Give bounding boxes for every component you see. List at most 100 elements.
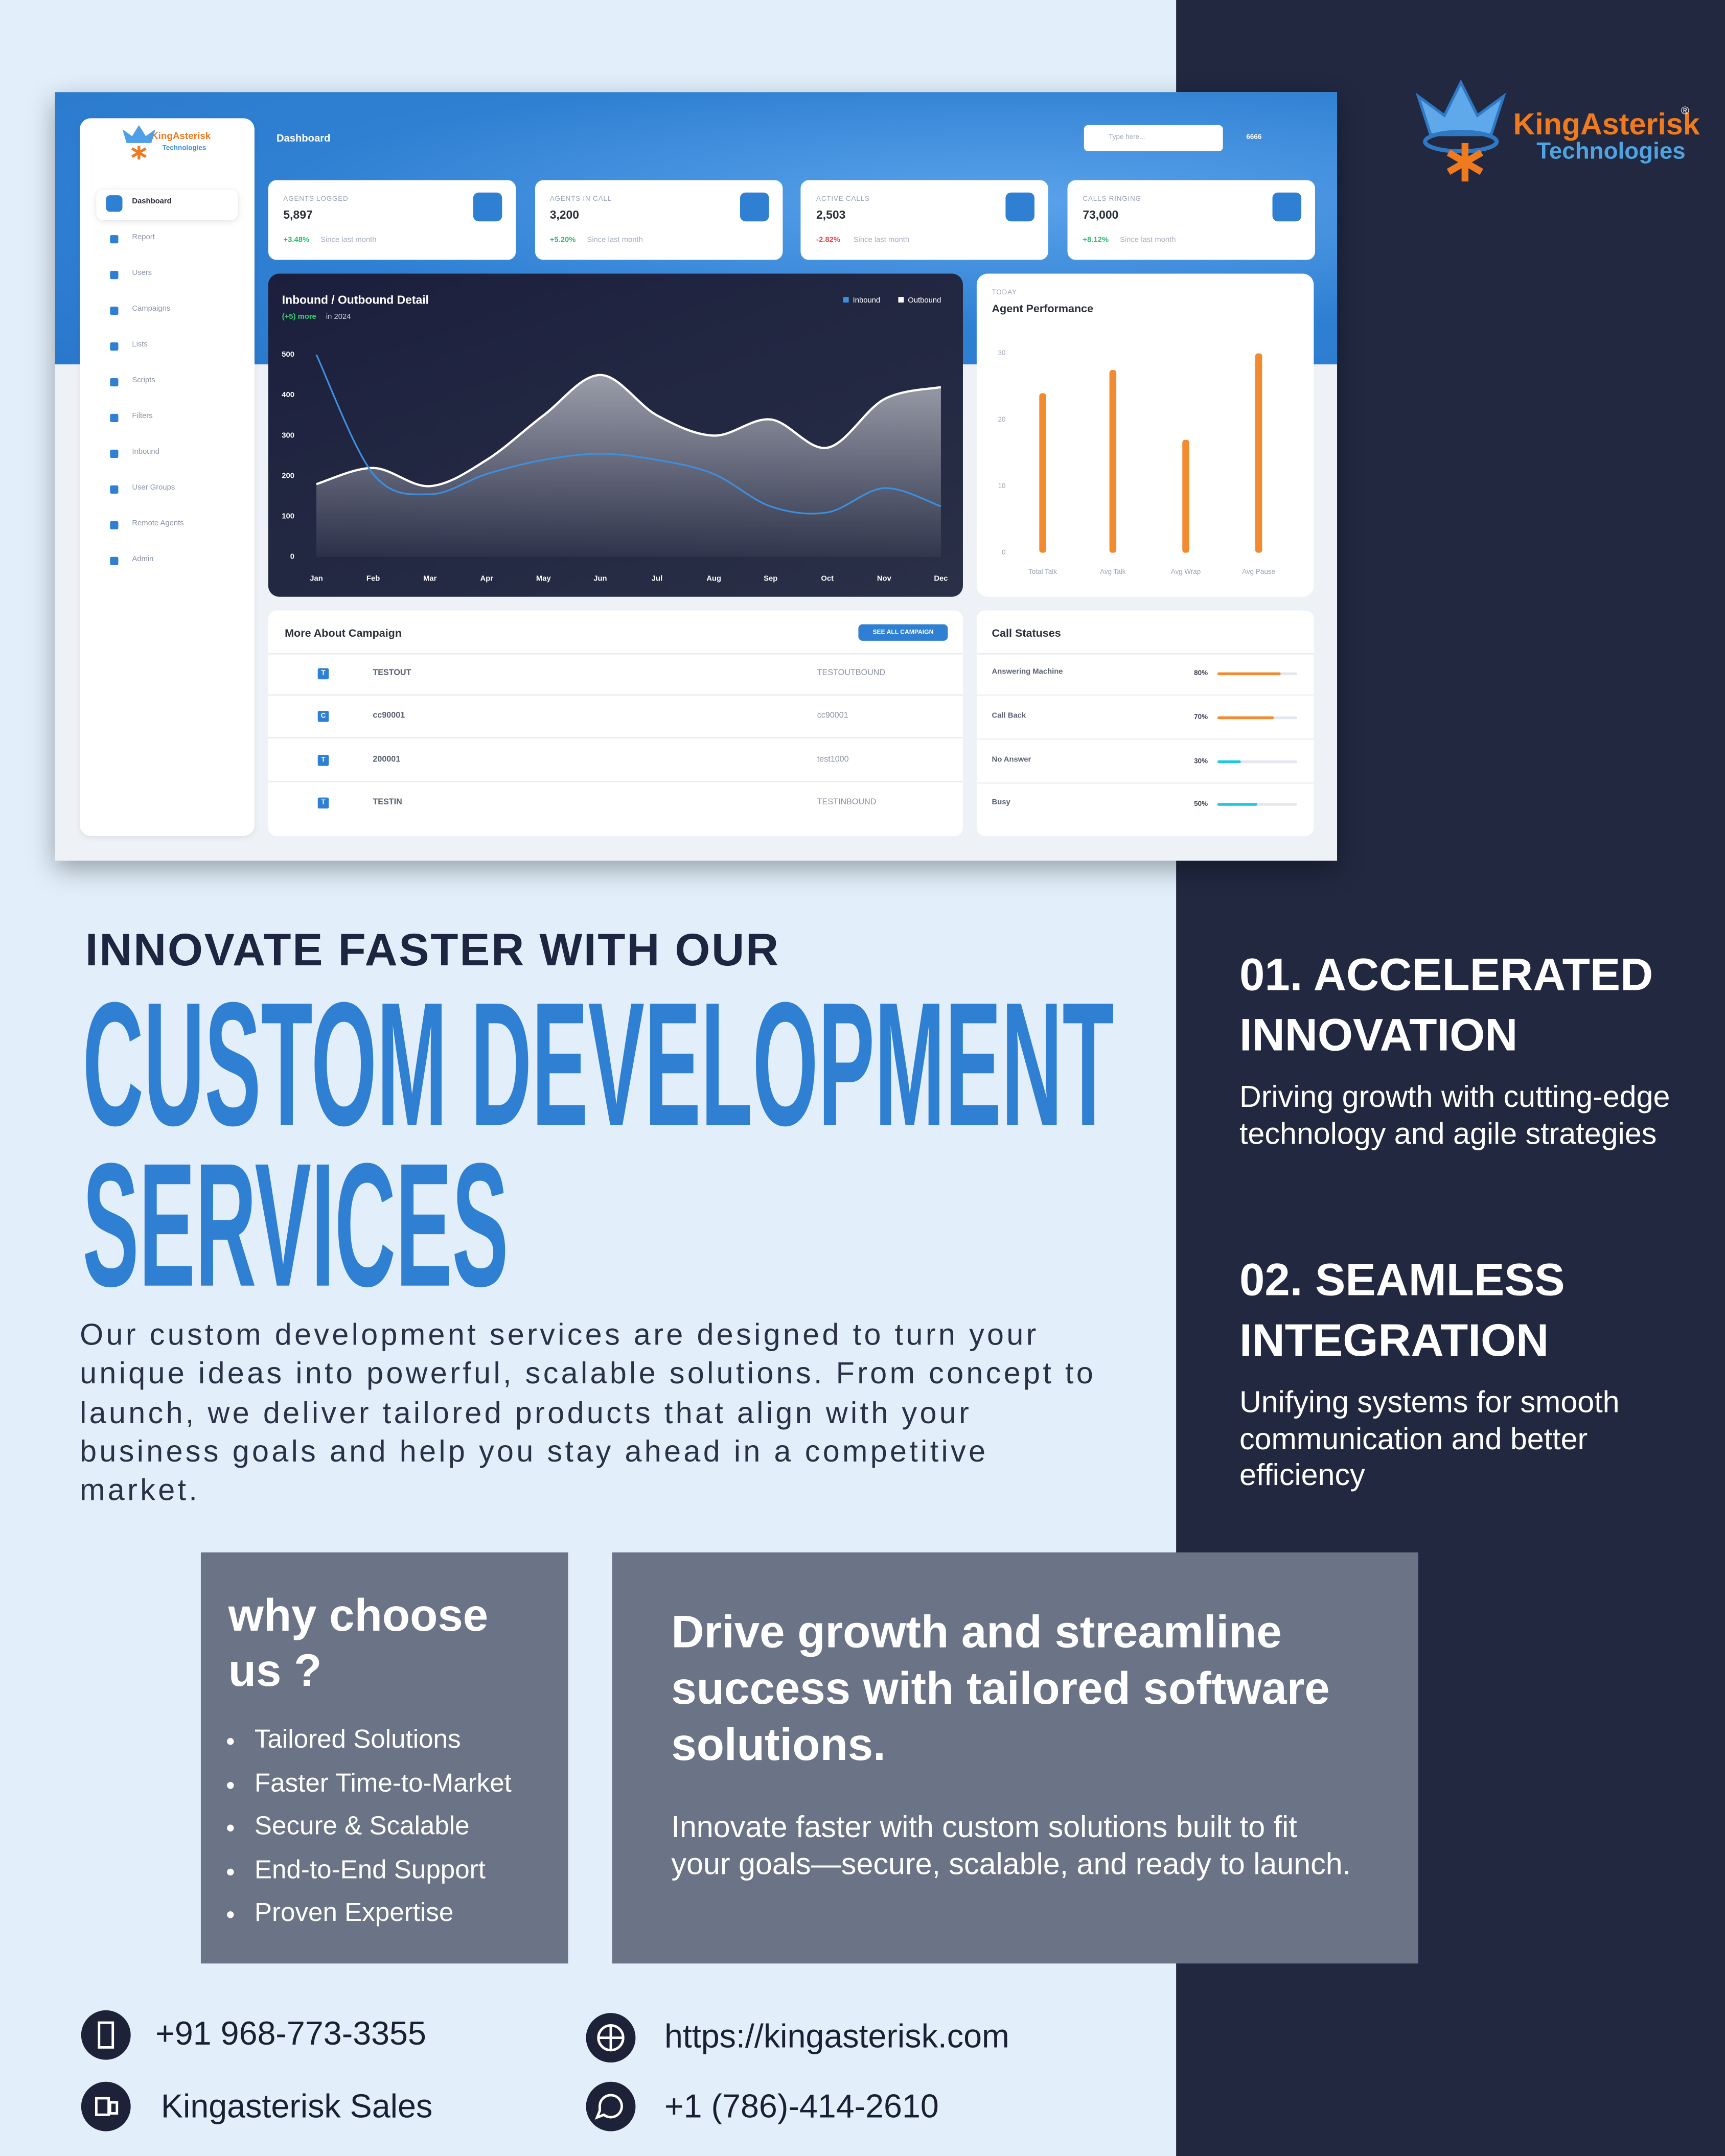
x-tick-label: Mar <box>423 575 437 583</box>
promo-title: Drive growth and streamline success with… <box>671 1606 1330 1770</box>
status-track <box>1217 759 1297 763</box>
feature-text: Driving growth with cutting-edge technol… <box>1239 1079 1670 1150</box>
y-tick-label: 200 <box>282 472 294 480</box>
divider <box>268 737 963 739</box>
why-title: why choose us ? <box>228 1589 489 1696</box>
status-name: Call Back <box>992 712 1026 721</box>
menu-icon <box>110 485 119 494</box>
y-tick-label: 0 <box>290 553 294 561</box>
divider <box>268 780 963 782</box>
menu-item: Report <box>132 234 155 242</box>
stat-value: 5,897 <box>283 207 313 222</box>
x-tick-label: Feb <box>366 575 380 583</box>
menu-item: Inbound <box>132 448 159 457</box>
status-bar <box>1217 803 1257 806</box>
logo-name: KingAsterisk <box>1513 107 1700 141</box>
contact-icon <box>586 2081 636 2131</box>
header-title: Dashboard <box>276 132 331 145</box>
why-item: End-to-End Support <box>254 1856 486 1885</box>
campaign-detail: cc90001 <box>817 712 848 721</box>
promo-text: Innovate faster with custom solutions bu… <box>671 1809 1351 1881</box>
contact-icon <box>81 2010 131 2060</box>
headline-title: CUSTOM DEVELOPMENT SERVICES <box>82 966 1114 1325</box>
logo-asterisk <box>1446 143 1484 182</box>
x-tick-label: May <box>536 575 551 583</box>
bullet <box>227 1781 234 1789</box>
legend-label: Outbound <box>908 296 941 305</box>
feature-text: Unifying systems for smooth communicatio… <box>1239 1384 1620 1492</box>
menu-item: Campaigns <box>132 305 171 314</box>
campaign-card <box>268 610 963 836</box>
menu-icon <box>110 235 119 244</box>
why-item: Secure & Scalable <box>254 1812 470 1841</box>
x-tick-label: Aug <box>706 575 721 583</box>
status-track <box>1217 803 1297 806</box>
stat-value: 2,503 <box>816 207 846 222</box>
menu-item: Scripts <box>132 377 155 385</box>
sidebar-logo-sub: Technologies <box>162 144 206 153</box>
stat-label: CALLS RINGING <box>1083 195 1141 204</box>
x-tick-label: Avg Wrap <box>1171 568 1201 575</box>
status-name: No Answer <box>992 755 1031 764</box>
menu-item: User Groups <box>132 484 175 493</box>
bar <box>1182 439 1189 553</box>
promo-box <box>612 1552 1418 1964</box>
contact-whatsapp: +1 (786)-414-2610 <box>664 2089 939 2126</box>
campaign-name: 200001 <box>373 756 401 764</box>
status-name: Busy <box>992 799 1010 808</box>
bullet <box>227 1911 234 1918</box>
contact-phone: +91 968-773-3355 <box>155 2015 426 2053</box>
stat-change: +3.48% <box>283 236 310 245</box>
search-box <box>1084 125 1223 151</box>
menu-icon <box>106 195 123 212</box>
stat-value: 73,000 <box>1083 207 1119 222</box>
stat-change: -2.82% <box>816 236 840 245</box>
campaign-name: TESTOUT <box>373 669 411 678</box>
stat-icon <box>473 192 502 222</box>
bullet <box>227 1738 234 1745</box>
menu-icon <box>110 557 119 565</box>
headline-body: Our custom development services are desi… <box>80 1317 1096 1508</box>
contact-glyph <box>594 2094 623 2120</box>
contact-teams: Kingasterisk Sales <box>160 2089 433 2126</box>
x-tick-label: Dec <box>934 575 948 583</box>
x-tick-label: Sep <box>764 575 777 583</box>
menu-icon <box>110 449 119 458</box>
status-percent: 80% <box>1194 669 1208 678</box>
bullet <box>227 1868 234 1875</box>
bar-chart-title: Agent Performance <box>992 302 1094 315</box>
why-item: Faster Time-to-Market <box>254 1769 512 1798</box>
menu-icon <box>110 307 119 315</box>
menu-icon <box>110 378 119 387</box>
menu-icon <box>110 413 119 423</box>
divider <box>976 781 1314 783</box>
stat-note: Since last month <box>587 236 643 245</box>
status-percent: 50% <box>1194 801 1208 809</box>
status-percent: 70% <box>1194 713 1208 722</box>
campaign-name: cc90001 <box>373 712 405 721</box>
status-name: Answering Machine <box>992 668 1063 677</box>
stat-change: +8.12% <box>1083 236 1109 245</box>
x-tick-label: Jan <box>310 575 323 583</box>
logo-asterisk <box>131 146 147 160</box>
y-tick-label: 100 <box>282 513 294 521</box>
stat-label: AGENTS LOGGED <box>283 195 349 204</box>
bar <box>1255 353 1262 553</box>
stat-label: ACTIVE CALLS <box>816 195 870 204</box>
legend-swatch <box>843 297 849 303</box>
stat-label: AGENTS IN CALL <box>549 195 612 204</box>
campaign-detail: TESTOUTBOUND <box>817 669 886 678</box>
divider <box>976 694 1314 696</box>
y-tick-label: 400 <box>282 391 294 399</box>
stat-note: Since last month <box>853 236 910 245</box>
logo-ring <box>1423 130 1499 154</box>
stat-icon <box>1272 192 1302 222</box>
y-tick-label: 30 <box>998 349 1005 357</box>
y-tick-label: 500 <box>282 351 294 359</box>
user-name: 6666 <box>1246 133 1262 142</box>
status-bar <box>1217 759 1241 763</box>
logo-sub: Technologies <box>1536 138 1685 164</box>
menu-item: Filters <box>132 412 153 421</box>
divider <box>268 694 963 696</box>
